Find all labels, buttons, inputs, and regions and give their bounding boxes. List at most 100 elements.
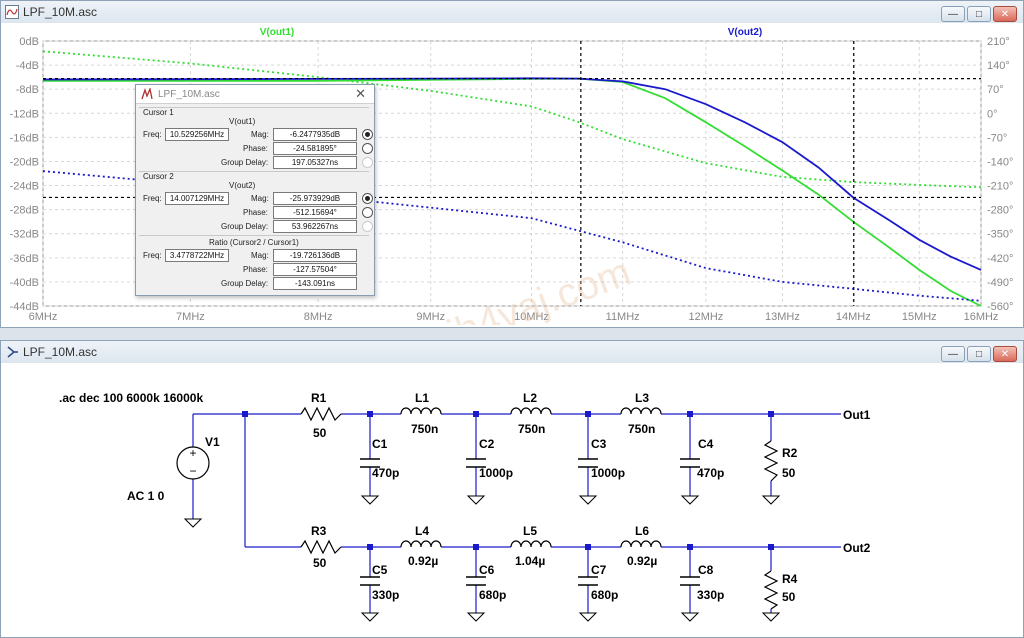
cursor1-trace: V(out1)	[229, 117, 256, 126]
svg-text:−: −	[189, 464, 196, 478]
cursor2-mag-field[interactable]: -25.973929dB	[273, 192, 357, 205]
schematic-drawing[interactable]: + −	[1, 363, 1023, 631]
out1-label[interactable]: Out1	[843, 408, 871, 422]
ratio-freq-label: Freq:	[143, 251, 162, 260]
schematic-restore-button[interactable]: □	[967, 346, 991, 362]
cursor2-mag-radio[interactable]	[362, 193, 373, 204]
y-right-tick-label: -280°	[987, 205, 1013, 217]
cursor1-mag-label: Mag:	[251, 130, 269, 139]
c6-name: C6	[479, 563, 495, 577]
l4-value: 0.92µ	[408, 554, 438, 568]
sim-directive[interactable]: .ac dec 100 6000k 16000k	[59, 391, 203, 405]
cursor2-mag-label: Mag:	[251, 194, 269, 203]
wires	[192, 413, 841, 613]
cursor-dialog-titlebar[interactable]: LPF_10M.asc ✕	[136, 85, 374, 104]
trace1-label[interactable]: V(out1)	[260, 27, 294, 38]
cursor2-phase-field[interactable]: -512.15694°	[273, 206, 357, 219]
r2-name: R2	[782, 446, 798, 460]
ratio-group: Ratio (Cursor2 / Cursor1) Freq: 3.477872…	[139, 235, 369, 290]
l2-value: 750n	[518, 422, 545, 436]
trace2-label[interactable]: V(out2)	[728, 27, 762, 38]
cursor2-gd-field[interactable]: 53.962267ns	[273, 220, 357, 233]
cursor1-mag-field[interactable]: -6.2477935dB	[273, 128, 357, 141]
schematic-canvas[interactable]: + −	[1, 363, 1023, 631]
y-left-tick-label: -12dB	[10, 108, 39, 120]
cursor1-group: Cursor 1 V(out1) Freq: 10.529256MHz Mag:…	[139, 107, 373, 169]
cursor2-gd-radio[interactable]	[362, 221, 373, 232]
r3-name: R3	[311, 524, 327, 538]
ratio-gd-label: Group Delay:	[221, 279, 269, 288]
trace-out1-phase[interactable]	[42, 50, 982, 189]
schematic-titlebar[interactable]: LPF_10M.asc — □ ✕	[1, 341, 1023, 364]
schematic-title: LPF_10M.asc	[23, 345, 98, 359]
y-left-tick-label: -4dB	[16, 60, 39, 72]
c6-value: 680p	[479, 588, 506, 602]
c1-value: 470p	[372, 466, 399, 480]
cursor2-phase-label: Phase:	[243, 208, 268, 217]
cursor-dialog-close-icon[interactable]: ✕	[355, 86, 366, 101]
cursor1-gd-radio[interactable]	[362, 157, 373, 168]
close-button[interactable]: ✕	[993, 6, 1017, 22]
cursor1-phase-field[interactable]: -24.581895°	[273, 142, 357, 155]
cursor1-phase-radio[interactable]	[362, 143, 373, 154]
y-left-tick-label: -28dB	[10, 205, 39, 217]
capacitor-icons[interactable]	[360, 458, 700, 586]
c7-value: 680p	[591, 588, 618, 602]
x-tick-label: 9MHz	[416, 311, 445, 323]
cursor1-header: Cursor 1	[143, 108, 174, 117]
r2-value: 50	[782, 466, 796, 480]
cursor2-gd-label: Group Delay:	[221, 222, 269, 231]
y-right-tick-label: -420°	[987, 253, 1013, 265]
x-tick-label: 15MHz	[902, 311, 937, 323]
schematic-close-button[interactable]: ✕	[993, 346, 1017, 362]
c2-name: C2	[479, 437, 495, 451]
waveform-titlebar[interactable]: LPF_10M.asc — □ ✕	[1, 1, 1023, 24]
svg-text:+: +	[189, 446, 196, 460]
x-tick-label: 7MHz	[176, 311, 205, 323]
minimize-button[interactable]: —	[941, 6, 965, 22]
voltage-source-icon[interactable]: + −	[176, 446, 210, 480]
x-tick-label: 13MHz	[765, 311, 800, 323]
resistor-icons[interactable]	[300, 406, 779, 610]
ratio-gd-field[interactable]: -143.091ns	[273, 277, 357, 290]
ratio-header: Ratio (Cursor2 / Cursor1)	[209, 238, 299, 247]
x-tick-label: 14MHz	[836, 311, 871, 323]
waveform-app-icon	[5, 5, 19, 19]
ratio-phase-field[interactable]: -127.57504°	[273, 263, 357, 276]
cursor1-freq-field[interactable]: 10.529256MHz	[165, 128, 229, 141]
l6-value: 0.92µ	[627, 554, 657, 568]
l5-name: L5	[523, 524, 537, 538]
c5-value: 330p	[372, 588, 399, 602]
cursor1-gd-field[interactable]: 197.05327ns	[273, 156, 357, 169]
ratio-mag-field[interactable]: -19.726136dB	[273, 249, 357, 262]
schematic-minimize-button[interactable]: —	[941, 346, 965, 362]
y-right-tick-label: -210°	[987, 181, 1013, 193]
y-right-tick-label: -350°	[987, 229, 1013, 241]
trace-out2-phase[interactable]	[42, 170, 982, 302]
c4-name: C4	[698, 437, 714, 451]
schematic-app-icon	[7, 346, 18, 358]
inductor-icons[interactable]	[400, 407, 662, 548]
y-left-tick-label: -44dB	[10, 301, 39, 313]
l1-value: 750n	[411, 422, 438, 436]
v1-name: V1	[205, 435, 220, 449]
c3-value: 1000p	[591, 466, 625, 480]
y-right-tick-label: 70°	[987, 84, 1004, 96]
cursor2-phase-radio[interactable]	[362, 207, 373, 218]
restore-button[interactable]: □	[967, 6, 991, 22]
cursor1-gd-label: Group Delay:	[221, 158, 269, 167]
cursor1-mag-radio[interactable]	[362, 129, 373, 140]
y-left-tick-label: 0dB	[19, 36, 39, 48]
c4-value: 470p	[697, 466, 724, 480]
ratio-phase-label: Phase:	[243, 265, 268, 274]
out2-label[interactable]: Out2	[843, 541, 871, 555]
r1-name: R1	[311, 391, 327, 405]
x-tick-label: 8MHz	[304, 311, 333, 323]
ratio-freq-field[interactable]: 3.4778722MHz	[165, 249, 229, 262]
cursor2-group: Cursor 2 V(out2) Freq: 14.007129MHz Mag:…	[139, 171, 373, 233]
cursor2-freq-field[interactable]: 14.007129MHz	[165, 192, 229, 205]
junctions	[242, 411, 774, 550]
y-left-tick-label: -40dB	[10, 277, 39, 289]
y-right-tick-label: -490°	[987, 277, 1013, 289]
x-tick-label: 6MHz	[29, 311, 58, 323]
